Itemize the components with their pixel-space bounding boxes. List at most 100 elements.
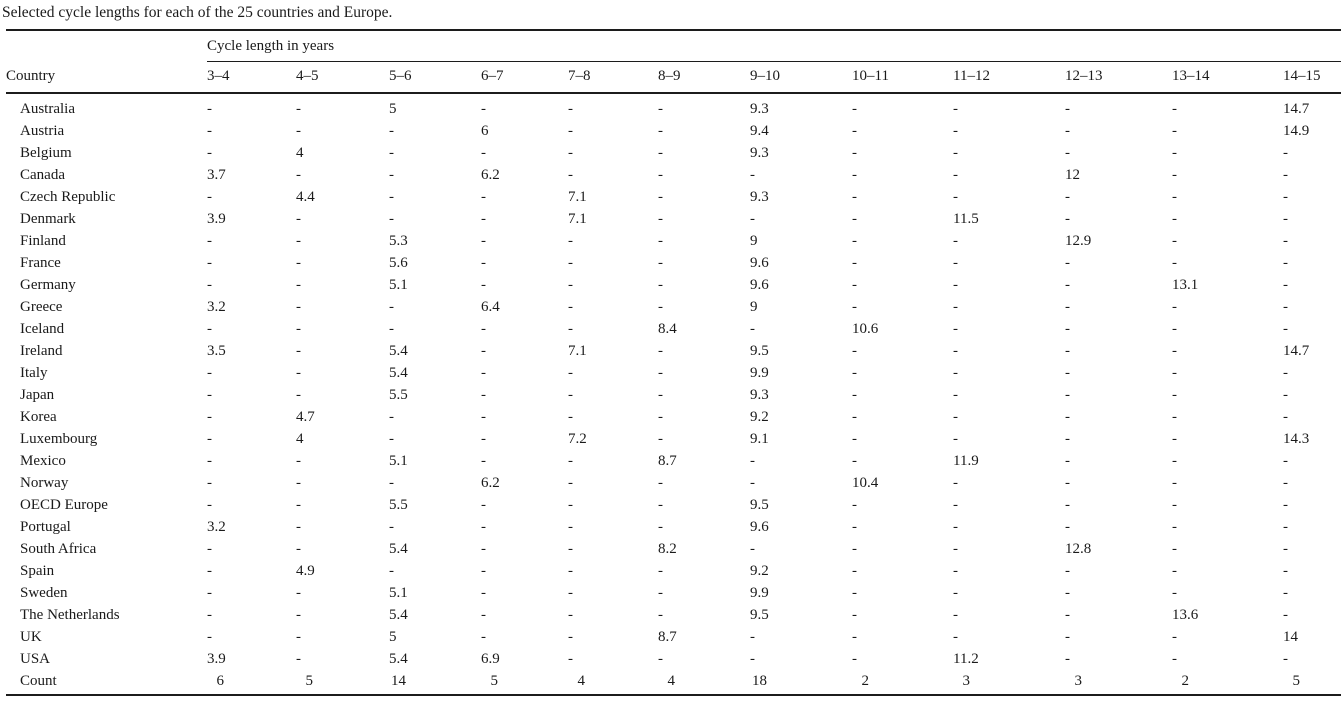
count-value: 5 [1292, 673, 1301, 689]
value-cell: - [953, 585, 958, 601]
value-cell: 9.3 [750, 189, 769, 205]
column-header-10-11: 10–11 [852, 61, 953, 94]
count-row: Count 6 5 14 5 4 4 18 2 3 3 2 5 [6, 670, 1341, 695]
table-row: The Netherlands - - 5.4 - - - 9.5 - - - 13.6 - [6, 604, 1341, 626]
value-cell: 10.6 [852, 321, 879, 337]
value-cell: - [207, 475, 212, 491]
value-cell: - [852, 343, 857, 359]
value-cell: - [1172, 167, 1177, 183]
value-cell: - [1283, 167, 1288, 183]
table-row: Norway - - - 6.2 - - - 10.4 - - - - [6, 472, 1341, 494]
column-header-13-14: 13–14 [1172, 61, 1283, 94]
table-row: UK - - 5 - - 8.7 - - - - - 14 [6, 626, 1341, 648]
value-cell: - [296, 233, 301, 249]
column-header-6-7: 6–7 [481, 61, 568, 94]
value-cell: 4.7 [296, 409, 315, 425]
value-cell: - [389, 519, 394, 535]
value-cell: - [481, 145, 486, 161]
country-cell: Portugal [20, 519, 71, 535]
value-cell: - [1065, 123, 1070, 139]
count-cell: 4 [658, 670, 750, 695]
value-cell: - [389, 299, 394, 315]
value-cell: - [1065, 629, 1070, 645]
value-cell: - [207, 585, 212, 601]
count-value: 2 [1181, 673, 1190, 689]
count-value: 2 [861, 673, 870, 689]
country-cell: Spain [20, 563, 55, 579]
value-cell: - [953, 123, 958, 139]
country-cell: Finland [20, 233, 66, 249]
value-cell: - [953, 563, 958, 579]
value-cell: - [296, 299, 301, 315]
value-cell: 11.5 [953, 211, 979, 227]
value-cell: - [389, 167, 394, 183]
value-cell: - [568, 145, 573, 161]
value-cell: 7.1 [568, 211, 587, 227]
country-cell: Austria [20, 123, 65, 139]
table-row: Luxembourg - 4 - - 7.2 - 9.1 - - - - 14.3 [6, 428, 1341, 450]
value-cell: - [852, 233, 857, 249]
country-cell: USA [20, 651, 51, 667]
value-cell: - [568, 233, 573, 249]
value-cell: - [389, 211, 394, 227]
value-cell: - [852, 211, 857, 227]
value-cell: - [481, 453, 486, 469]
value-cell: - [1172, 255, 1177, 271]
count-cell: 2 [1172, 670, 1283, 695]
value-cell: - [207, 387, 212, 403]
value-cell: - [1065, 343, 1070, 359]
value-cell: - [568, 167, 573, 183]
value-cell: - [953, 629, 958, 645]
value-cell: - [953, 167, 958, 183]
value-cell: - [1172, 233, 1177, 249]
table-row: Germany - - 5.1 - - - 9.6 - - - 13.1 - [6, 274, 1341, 296]
value-cell: 13.6 [1172, 607, 1199, 623]
count-value: 4 [667, 673, 676, 689]
value-cell: - [1065, 607, 1070, 623]
value-cell: 12 [1065, 167, 1080, 183]
value-cell: - [481, 387, 486, 403]
value-cell: - [1283, 211, 1288, 227]
country-column-header: Country [6, 61, 207, 94]
value-cell: - [481, 255, 486, 271]
table-row: USA 3.9 - 5.4 6.9 - - - - 11.2 - - - [6, 648, 1341, 670]
value-cell: 11.9 [953, 453, 979, 469]
value-cell: - [953, 299, 958, 315]
value-cell: 6.2 [481, 475, 500, 491]
value-cell: - [750, 651, 755, 667]
value-cell: 12.8 [1065, 541, 1092, 557]
count-cell: 3 [1065, 670, 1172, 695]
value-cell: - [1065, 563, 1070, 579]
value-cell: 9.3 [750, 145, 769, 161]
value-cell: - [852, 387, 857, 403]
value-cell: - [750, 629, 755, 645]
value-cell: 11.2 [953, 651, 979, 667]
value-cell: 5 [389, 101, 397, 117]
value-cell: - [1065, 277, 1070, 293]
table-row: Italy - - 5.4 - - - 9.9 - - - - - [6, 362, 1341, 384]
value-cell: 5.5 [389, 387, 408, 403]
value-cell: 7.1 [568, 189, 587, 205]
value-cell: - [568, 255, 573, 271]
value-cell: - [658, 189, 663, 205]
value-cell: - [953, 497, 958, 513]
count-cell: 14 [389, 670, 481, 695]
value-cell: - [658, 101, 663, 117]
value-cell: 8.2 [658, 541, 677, 557]
value-cell: 9 [750, 299, 758, 315]
country-cell: Korea [20, 409, 57, 425]
country-cell: The Netherlands [20, 607, 120, 623]
value-cell: - [852, 365, 857, 381]
value-cell: - [1172, 387, 1177, 403]
column-header-9-10: 9–10 [750, 61, 852, 94]
value-cell: - [1065, 145, 1070, 161]
value-cell: - [1065, 475, 1070, 491]
value-cell: - [389, 189, 394, 205]
value-cell: - [568, 387, 573, 403]
value-cell: - [658, 519, 663, 535]
value-cell: - [296, 607, 301, 623]
value-cell: - [207, 123, 212, 139]
count-cell: 5 [1283, 670, 1341, 695]
value-cell: - [953, 101, 958, 117]
value-cell: 9.2 [750, 563, 769, 579]
